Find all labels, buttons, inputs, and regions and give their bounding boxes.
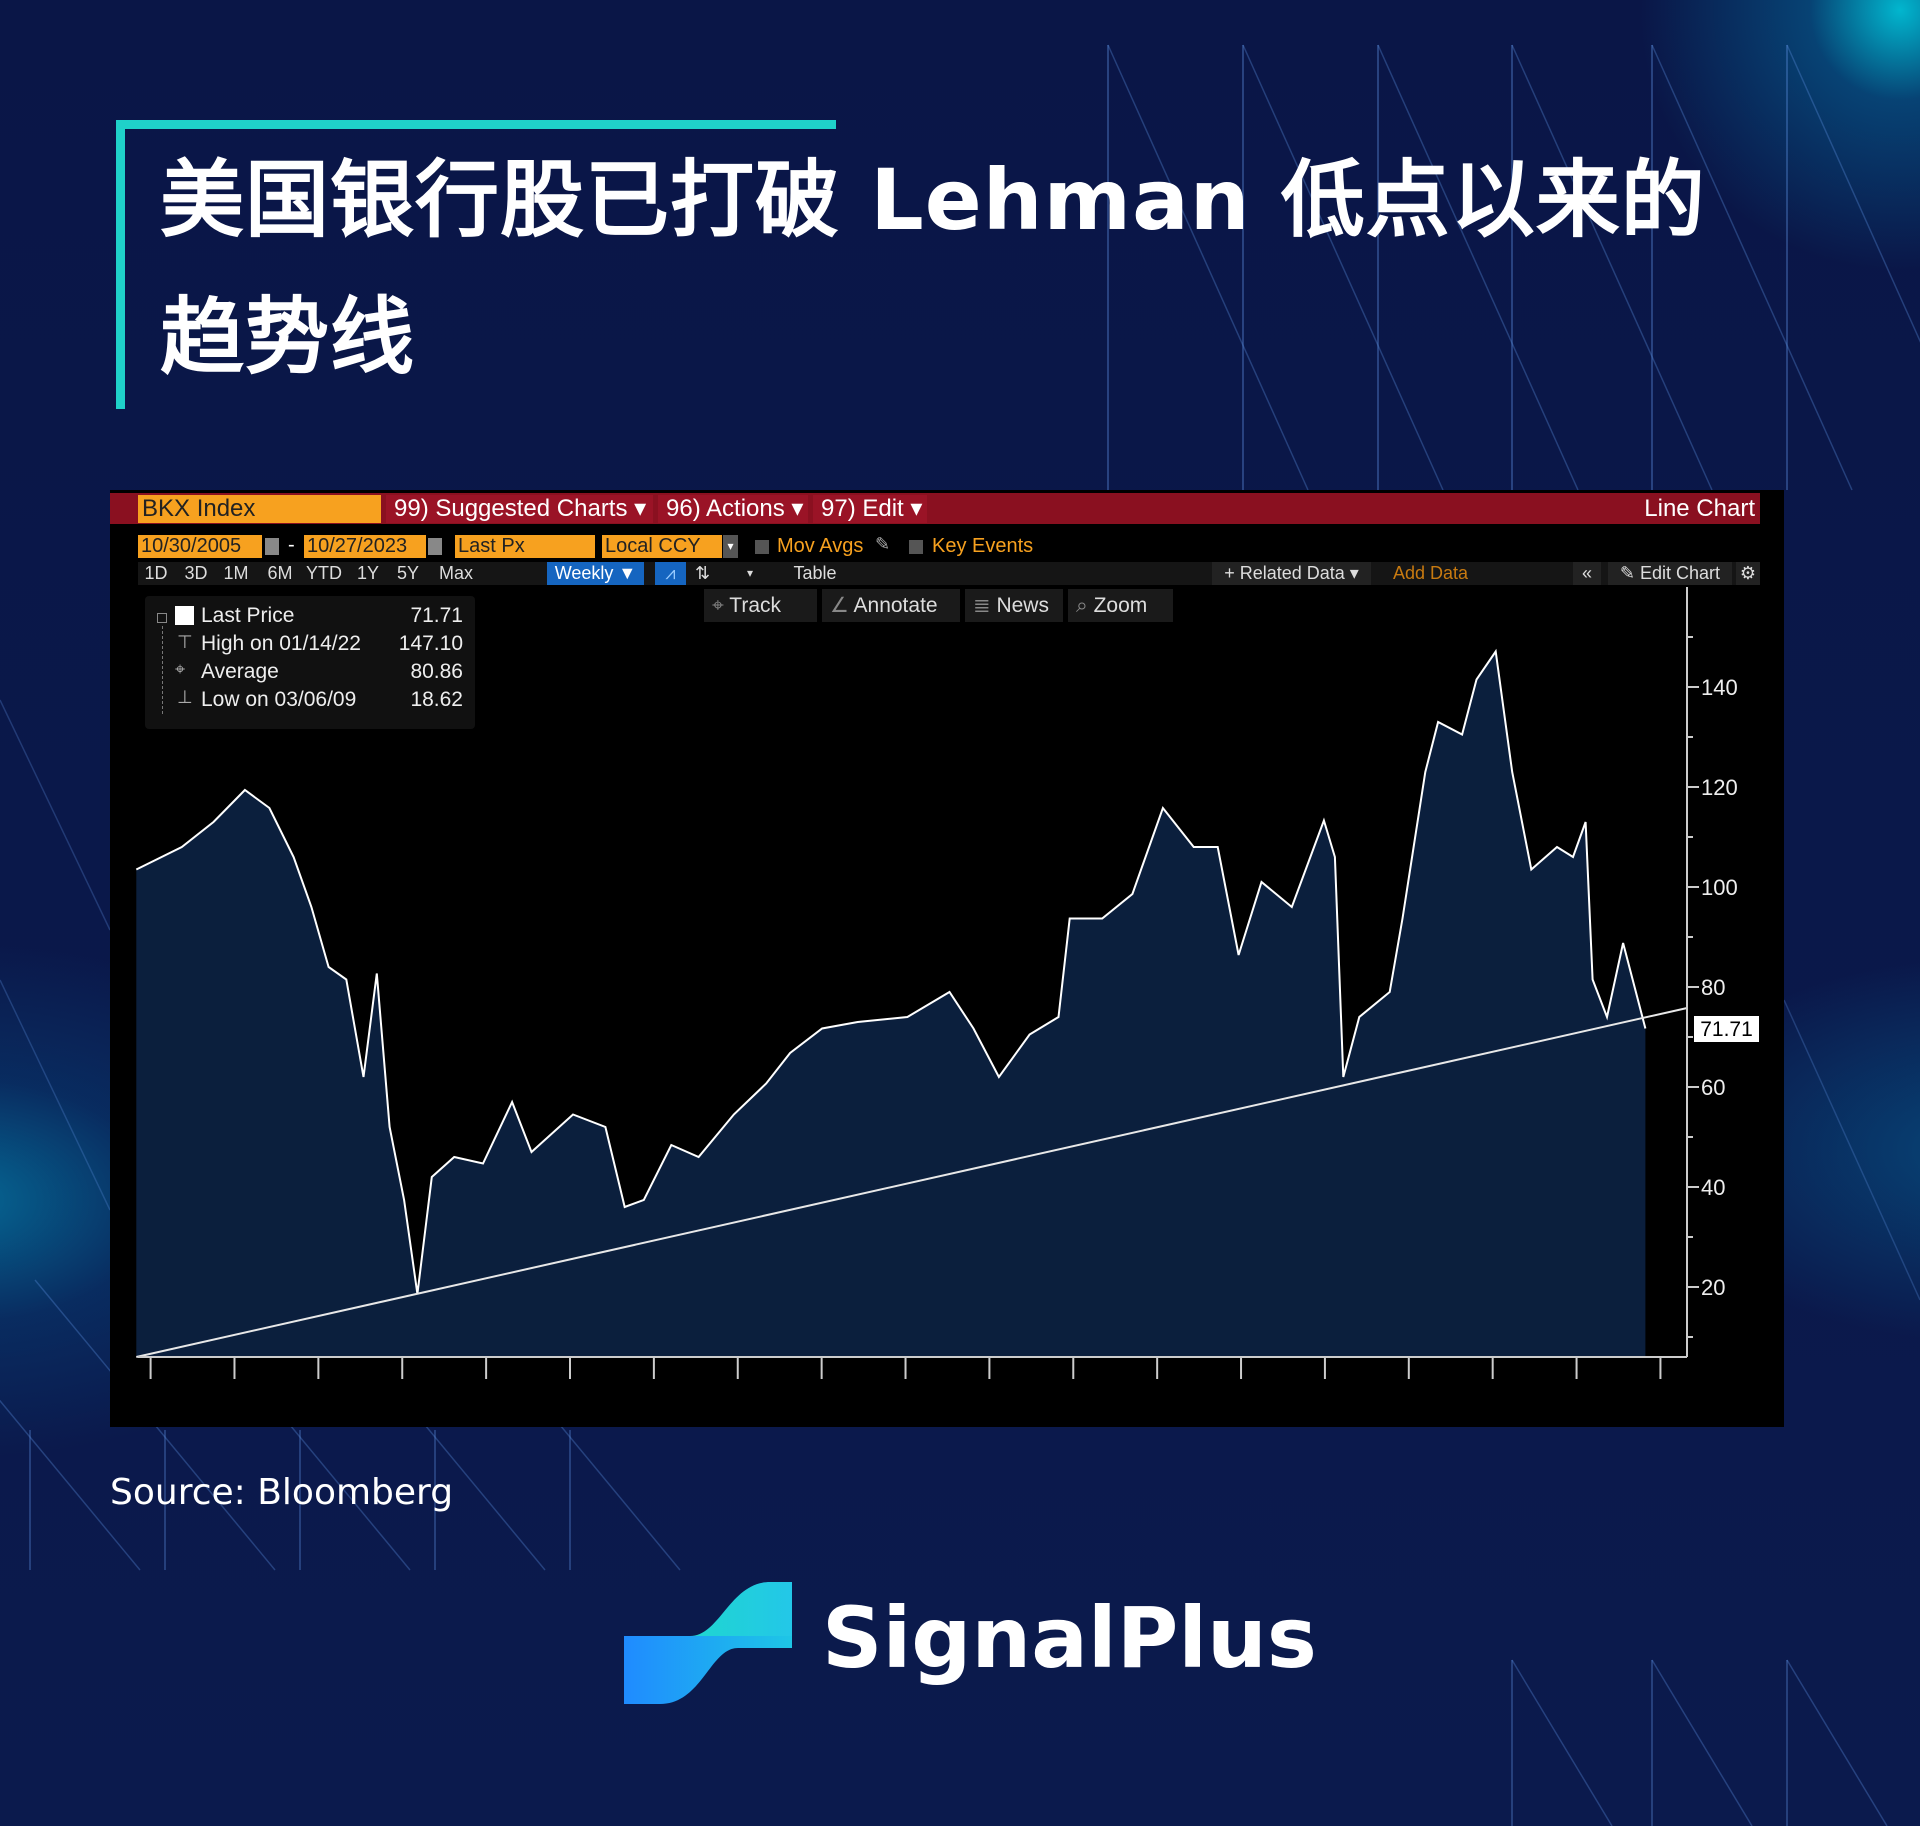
chevron-down-icon[interactable]: ▾ xyxy=(723,535,738,558)
mov-avgs-label[interactable]: Mov Avgs xyxy=(777,535,864,557)
source-note: Source: Bloomberg xyxy=(110,1472,454,1513)
decorative-line xyxy=(1377,44,1579,491)
decorative-line xyxy=(1242,44,1444,491)
range-button-ytd[interactable]: YTD xyxy=(302,562,346,585)
legend-tree-line xyxy=(162,626,163,714)
date-separator: - xyxy=(288,534,295,556)
chart-type-label: Line Chart xyxy=(1644,495,1755,522)
magnifier-icon: ⌕ xyxy=(1076,594,1094,617)
tool-label: Track xyxy=(729,594,782,617)
price-chart[interactable]: 20 40 60 80 100 120 140 xyxy=(110,490,1784,1427)
range-button-5y[interactable]: 5Y xyxy=(390,562,426,585)
trendline xyxy=(136,1007,1688,1358)
page-title: 美国银行股已打破 Lehman 低点以来的 xyxy=(160,151,1706,249)
decorative-line xyxy=(1511,44,1713,491)
last-price-label: 71.71 xyxy=(1693,1015,1760,1043)
chart-legend: ⊤ ⌖ ⊥ Last Price 71.71 High on 01/14/22 14… xyxy=(145,596,475,729)
chevron-down-icon[interactable]: ▾ xyxy=(740,562,760,585)
title-accent-top xyxy=(116,120,836,129)
legend-low: Low on 03/06/09 18.62 xyxy=(201,688,463,711)
end-date-input[interactable]: 10/27/2023 xyxy=(304,535,426,558)
y-tick-label: 40 xyxy=(1701,1175,1725,1200)
range-button-1y[interactable]: 1Y xyxy=(350,562,386,585)
y-tick-label: 140 xyxy=(1701,675,1738,700)
pencil-icon: ✎ xyxy=(1619,563,1641,583)
tool-zoom-button[interactable]: ⌕ Zoom xyxy=(1068,589,1173,622)
price-line xyxy=(135,648,1647,1295)
title-accent-left xyxy=(116,120,125,409)
decorative-line xyxy=(1511,1659,1613,1826)
y-tick-label: 20 xyxy=(1701,1275,1725,1300)
page-title-line2: 趋势线 xyxy=(160,288,416,386)
signalplus-logo-icon xyxy=(624,1582,792,1704)
range-button-max[interactable]: Max xyxy=(430,562,482,585)
gear-icon[interactable]: ⚙ xyxy=(1736,562,1760,585)
range-button-1d[interactable]: 1D xyxy=(138,562,174,585)
range-button-3d[interactable]: 3D xyxy=(178,562,214,585)
calendar-icon[interactable] xyxy=(428,538,442,555)
mov-avgs-checkbox[interactable] xyxy=(755,540,769,554)
crosshair-icon: ⌖ xyxy=(712,594,730,617)
low-marker-icon: ⊥ xyxy=(177,687,193,707)
edit-menu[interactable]: 97) Edit ▾ xyxy=(813,495,927,523)
average-marker-icon: ⌖ xyxy=(175,659,186,679)
line-chart-icon[interactable]: ⩘ xyxy=(655,562,686,585)
tool-label: Annotate xyxy=(853,594,938,617)
decorative-line xyxy=(0,1399,141,1571)
ticker-input[interactable]: BKX Index xyxy=(138,495,381,523)
area-fill xyxy=(136,651,1646,1357)
calendar-icon[interactable] xyxy=(265,538,279,555)
decorative-line xyxy=(1786,1659,1888,1826)
tool-annotate-button[interactable]: ∠ Annotate xyxy=(822,589,960,622)
key-events-label[interactable]: Key Events xyxy=(932,535,1034,557)
last-price-swatch xyxy=(175,606,194,625)
suggested-charts-menu[interactable]: 99) Suggested Charts ▾ xyxy=(386,495,653,523)
edit-chart-label: Edit Chart xyxy=(1640,563,1721,583)
brand-name: SignalPlus xyxy=(822,1589,1317,1687)
y-tick-label: 100 xyxy=(1701,875,1738,900)
legend-average: Average 80.86 xyxy=(201,660,463,683)
tool-track-button[interactable]: ⌖ Track xyxy=(704,589,817,622)
decorative-line xyxy=(1651,1659,1753,1826)
collapse-button[interactable]: « xyxy=(1573,562,1601,585)
tool-news-button[interactable]: ≣ News xyxy=(965,589,1063,622)
field-input[interactable]: Last Px xyxy=(455,535,595,558)
chart-style-icon[interactable]: ⇅ xyxy=(690,562,715,585)
pencil-icon: ∠ xyxy=(830,594,854,617)
frequency-select[interactable]: Weekly ▼ xyxy=(547,562,644,585)
y-tick-label: 120 xyxy=(1701,775,1738,800)
collapse-legend-icon[interactable] xyxy=(157,613,167,623)
decorative-line xyxy=(1786,44,1920,343)
news-icon: ≣ xyxy=(973,594,997,617)
edit-chart-button[interactable]: ✎ Edit Chart xyxy=(1608,562,1732,585)
related-data-button[interactable]: + Related Data ▾ xyxy=(1212,562,1371,585)
actions-menu[interactable]: 96) Actions ▾ xyxy=(658,495,808,523)
y-tick-label: 60 xyxy=(1701,1075,1725,1100)
legend-high: High on 01/14/22 147.10 xyxy=(201,632,463,655)
decorative-line xyxy=(1651,44,1853,491)
bloomberg-chart-panel: BKX Index 99) Suggested Charts ▾ 96) Act… xyxy=(110,490,1784,1427)
range-button-6m[interactable]: 6M xyxy=(260,562,300,585)
decorative-line xyxy=(0,699,111,931)
add-data-input[interactable]: Add Data xyxy=(1390,562,1565,585)
decorative-line xyxy=(1107,44,1309,491)
tool-label: News xyxy=(996,594,1049,617)
currency-select[interactable]: Local CCY xyxy=(602,535,722,558)
toolbar-bar xyxy=(110,493,1760,524)
y-tick-label: 80 xyxy=(1701,975,1725,1000)
table-button[interactable]: Table xyxy=(780,562,850,585)
key-events-checkbox[interactable] xyxy=(909,540,923,554)
decorative-line xyxy=(0,979,111,1211)
pencil-icon[interactable]: ✎ xyxy=(875,534,891,554)
start-date-input[interactable]: 10/30/2005 xyxy=(138,535,262,558)
high-marker-icon: ⊤ xyxy=(177,632,193,652)
range-button-1m[interactable]: 1M xyxy=(216,562,256,585)
tool-label: Zoom xyxy=(1093,594,1148,617)
decorative-line xyxy=(1783,999,1920,1301)
legend-last-price: Last Price 71.71 xyxy=(201,604,463,627)
